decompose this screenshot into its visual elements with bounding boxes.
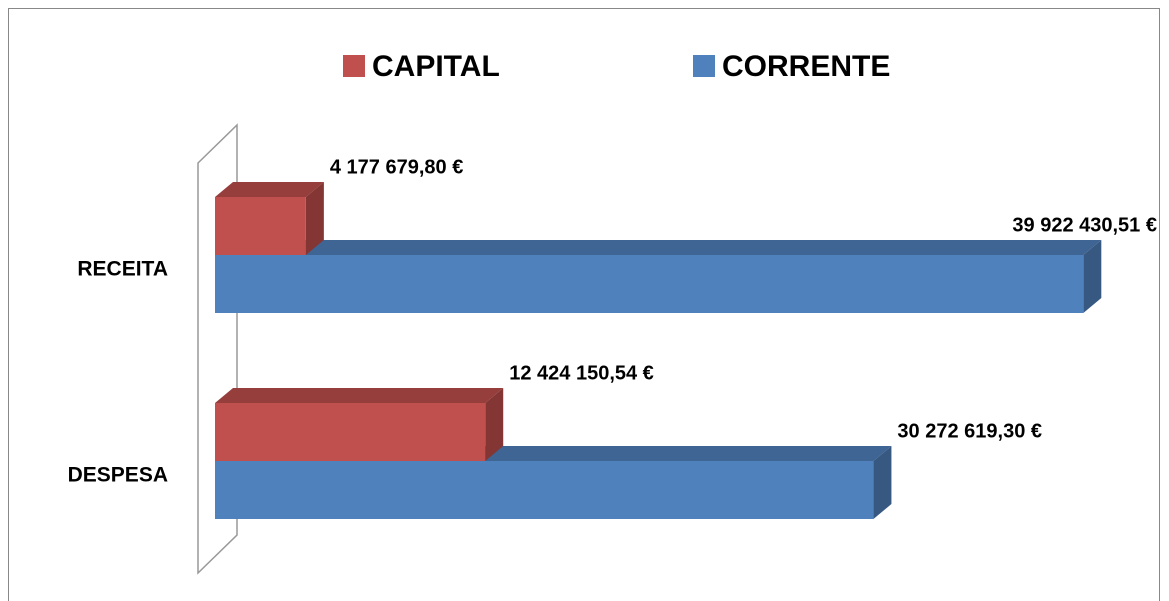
bar [215, 446, 892, 519]
wall [197, 123, 238, 575]
bar-front [215, 197, 306, 255]
bar-side [485, 388, 504, 461]
category-label: DESPESA [68, 464, 168, 487]
value-label: 4 177 679,80 € [330, 156, 463, 178]
bar-side [1083, 240, 1102, 313]
bar-top [215, 388, 504, 403]
category-label: RECEITA [77, 258, 168, 281]
bar-top [215, 240, 1102, 255]
bar-side [873, 446, 892, 519]
bar-front [215, 403, 486, 461]
value-label: 12 424 150,54 € [509, 362, 654, 384]
bar-front [215, 255, 1084, 313]
bar [215, 388, 504, 461]
legend-swatch [343, 55, 365, 77]
legend-label: CAPITAL [372, 50, 500, 83]
value-label: 39 922 430,51 € [1012, 214, 1157, 236]
bar-front [215, 461, 874, 519]
bar [215, 240, 1102, 313]
legend-swatch [693, 55, 715, 77]
bar-top [215, 182, 324, 197]
bar [215, 182, 324, 255]
value-label: 30 272 619,30 € [897, 420, 1042, 442]
bar-side [305, 182, 324, 255]
legend-label: CORRENTE [722, 50, 890, 83]
